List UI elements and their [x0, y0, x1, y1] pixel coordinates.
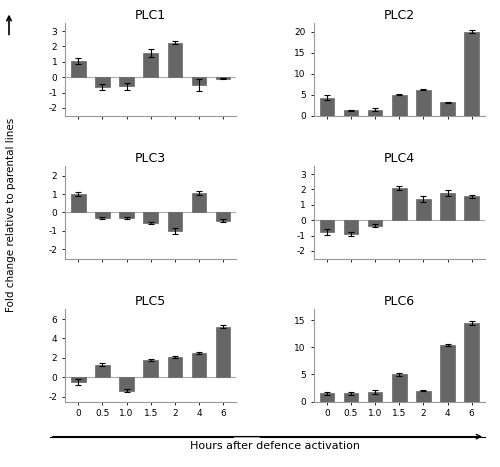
Bar	[192, 353, 206, 377]
Bar	[368, 392, 382, 402]
Text: Hours after defence activation: Hours after defence activation	[190, 441, 360, 451]
Title: PLC2: PLC2	[384, 9, 415, 22]
Bar	[416, 199, 430, 220]
Bar	[120, 77, 134, 86]
Bar	[120, 377, 134, 391]
Bar	[144, 53, 158, 77]
Bar	[344, 394, 358, 402]
Bar	[95, 77, 110, 87]
Bar	[71, 194, 86, 212]
Text: Fold change relative to parental lines: Fold change relative to parental lines	[6, 118, 16, 312]
Title: PLC5: PLC5	[135, 295, 166, 308]
Bar	[344, 110, 358, 116]
Bar	[368, 110, 382, 116]
Bar	[71, 377, 86, 382]
Bar	[144, 212, 158, 223]
Bar	[192, 77, 206, 85]
Bar	[368, 220, 382, 226]
Bar	[216, 327, 230, 377]
Bar	[192, 193, 206, 212]
Bar	[440, 345, 455, 402]
Title: PLC6: PLC6	[384, 295, 415, 308]
Bar	[168, 42, 182, 77]
Bar	[464, 32, 479, 116]
Bar	[71, 61, 86, 77]
Bar	[464, 323, 479, 402]
Bar	[464, 196, 479, 220]
Bar	[392, 95, 406, 116]
Bar	[216, 212, 230, 221]
Bar	[320, 220, 334, 232]
Bar	[416, 90, 430, 116]
Bar	[440, 102, 455, 116]
Bar	[416, 391, 430, 402]
Bar	[320, 394, 334, 402]
Bar	[168, 357, 182, 377]
Bar	[120, 212, 134, 218]
Title: PLC1: PLC1	[135, 9, 166, 22]
Bar	[344, 220, 358, 234]
Bar	[95, 212, 110, 218]
Bar	[216, 77, 230, 79]
Bar	[440, 193, 455, 220]
Bar	[392, 375, 406, 402]
Title: PLC3: PLC3	[135, 152, 166, 165]
Bar	[144, 360, 158, 377]
Title: PLC4: PLC4	[384, 152, 415, 165]
Bar	[392, 188, 406, 220]
Bar	[95, 365, 110, 377]
Bar	[320, 98, 334, 116]
Bar	[168, 212, 182, 231]
